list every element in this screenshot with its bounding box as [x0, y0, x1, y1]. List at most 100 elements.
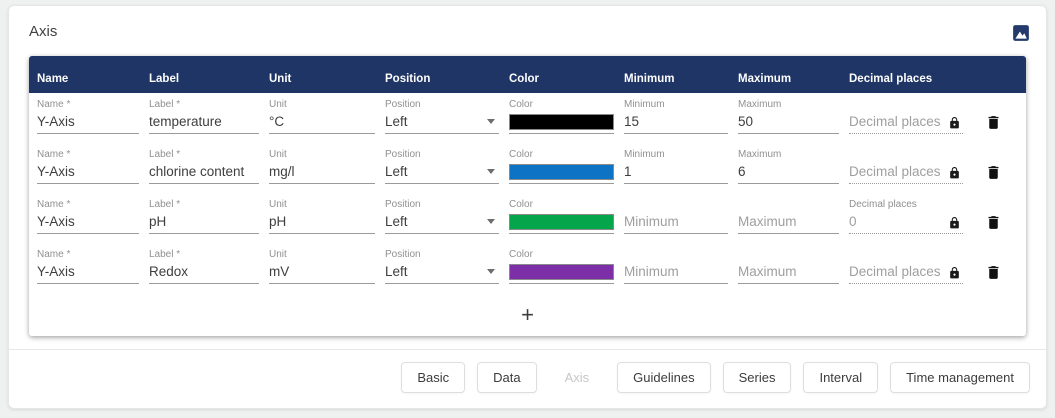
field-label: Name * [37, 249, 71, 260]
column-header-color: Color [509, 73, 540, 85]
decimal-places-input [849, 211, 946, 233]
minimum-input[interactable] [624, 211, 728, 234]
lock-button[interactable] [946, 166, 963, 183]
field-label [738, 198, 839, 211]
column-header-maximum: Maximum [738, 73, 792, 85]
field-label: Position [385, 199, 421, 210]
column-header-label: Label [149, 73, 180, 85]
footer-button-basic[interactable]: Basic [401, 362, 466, 393]
unit-input[interactable] [269, 261, 375, 284]
position-select-value: Left [385, 214, 408, 229]
footer-button-data[interactable]: Data [477, 362, 537, 393]
trash-icon [988, 116, 998, 129]
minimum-input[interactable] [624, 111, 728, 134]
maximum-input[interactable] [738, 261, 839, 284]
field-label: Minimum [624, 99, 665, 110]
lock-button[interactable] [946, 266, 963, 283]
decimal-places-field [849, 111, 963, 134]
lock-icon [950, 167, 959, 179]
maximum-input[interactable] [738, 111, 839, 134]
image-button[interactable] [1012, 24, 1030, 42]
field-label: Label * [149, 249, 181, 260]
column-header-position: Position [385, 73, 431, 85]
field-label: Color [509, 99, 533, 110]
unit-input[interactable] [269, 111, 375, 134]
axis-row: Name * Label * Unit Position Left Color Minimu… [29, 93, 1026, 143]
column-header-minimum: Minimum [624, 73, 675, 85]
column-header-name: Name [37, 73, 69, 85]
lock-icon [950, 267, 959, 279]
decimal-places-field [849, 161, 963, 184]
color-swatch[interactable] [509, 164, 614, 180]
delete-axis-button[interactable] [985, 213, 1002, 232]
label-input[interactable] [149, 161, 259, 184]
delete-axis-button[interactable] [985, 163, 1002, 182]
field-label [738, 248, 839, 261]
name-input[interactable] [37, 111, 139, 134]
card-header: Axis [9, 6, 1046, 42]
add-axis-row: + [29, 293, 1026, 336]
color-swatch[interactable] [509, 264, 614, 280]
decimal-places-input [849, 161, 946, 183]
position-select[interactable]: Left [385, 211, 499, 234]
table-header-row: Name Label Unit Position Color Minimum Maximum… [29, 56, 1026, 93]
footer-button-time-management[interactable]: Time management [890, 362, 1030, 393]
field-label: Position [385, 99, 421, 110]
field-label [849, 98, 963, 111]
axis-row: Name * Label * Unit Position Left Color Decima… [29, 193, 1026, 243]
field-label: Color [509, 149, 533, 160]
lock-button[interactable] [946, 216, 963, 233]
position-select[interactable]: Left [385, 161, 499, 184]
minimum-input[interactable] [624, 161, 728, 184]
minimum-input[interactable] [624, 261, 728, 284]
field-label: Label * [149, 99, 181, 110]
footer-button-interval[interactable]: Interval [803, 362, 879, 393]
name-input[interactable] [37, 211, 139, 234]
maximum-input[interactable] [738, 161, 839, 184]
unit-input[interactable] [269, 211, 375, 234]
position-select[interactable]: Left [385, 261, 499, 284]
axis-table: Name Label Unit Position Color Minimum Maximum… [29, 56, 1026, 336]
field-label: Label * [149, 199, 181, 210]
color-swatch[interactable] [509, 114, 614, 130]
position-select-value: Left [385, 264, 408, 279]
field-label: Decimal places [849, 199, 917, 210]
lock-button[interactable] [946, 116, 963, 133]
field-label [849, 148, 963, 161]
field-label: Name * [37, 149, 71, 160]
axis-settings-card: Axis Name Label Unit Position Color Minimum Ma… [8, 5, 1047, 409]
trash-icon [988, 166, 998, 179]
footer-button-axis: Axis [548, 362, 606, 393]
trash-icon [988, 216, 998, 229]
trash-icon [988, 266, 998, 279]
delete-axis-button[interactable] [985, 113, 1002, 132]
field-label: Name * [37, 99, 71, 110]
color-field [509, 161, 614, 184]
add-axis-button[interactable]: + [511, 300, 544, 330]
footer-button-guidelines[interactable]: Guidelines [617, 362, 711, 393]
label-input[interactable] [149, 261, 259, 284]
chevron-down-icon [487, 169, 495, 174]
position-select-value: Left [385, 114, 408, 129]
decimal-places-field [849, 261, 963, 284]
footer-button-series[interactable]: Series [722, 362, 792, 393]
chevron-down-icon [487, 119, 495, 124]
delete-axis-button[interactable] [985, 263, 1002, 282]
image-icon [1013, 25, 1029, 41]
unit-input[interactable] [269, 161, 375, 184]
decimal-places-input [849, 111, 946, 133]
maximum-input[interactable] [738, 211, 839, 234]
chevron-down-icon [487, 269, 495, 274]
color-swatch[interactable] [509, 214, 614, 230]
footer-nav: Basic Data Axis Guidelines Series Interval Tim… [9, 350, 1046, 393]
field-label: Unit [269, 249, 287, 260]
position-select[interactable]: Left [385, 111, 499, 134]
table-body: Name * Label * Unit Position Left Color Minimu… [29, 93, 1026, 293]
lock-icon [950, 117, 959, 129]
name-input[interactable] [37, 261, 139, 284]
label-input[interactable] [149, 111, 259, 134]
label-input[interactable] [149, 211, 259, 234]
name-input[interactable] [37, 161, 139, 184]
field-label [624, 198, 728, 211]
field-label: Name * [37, 199, 71, 210]
